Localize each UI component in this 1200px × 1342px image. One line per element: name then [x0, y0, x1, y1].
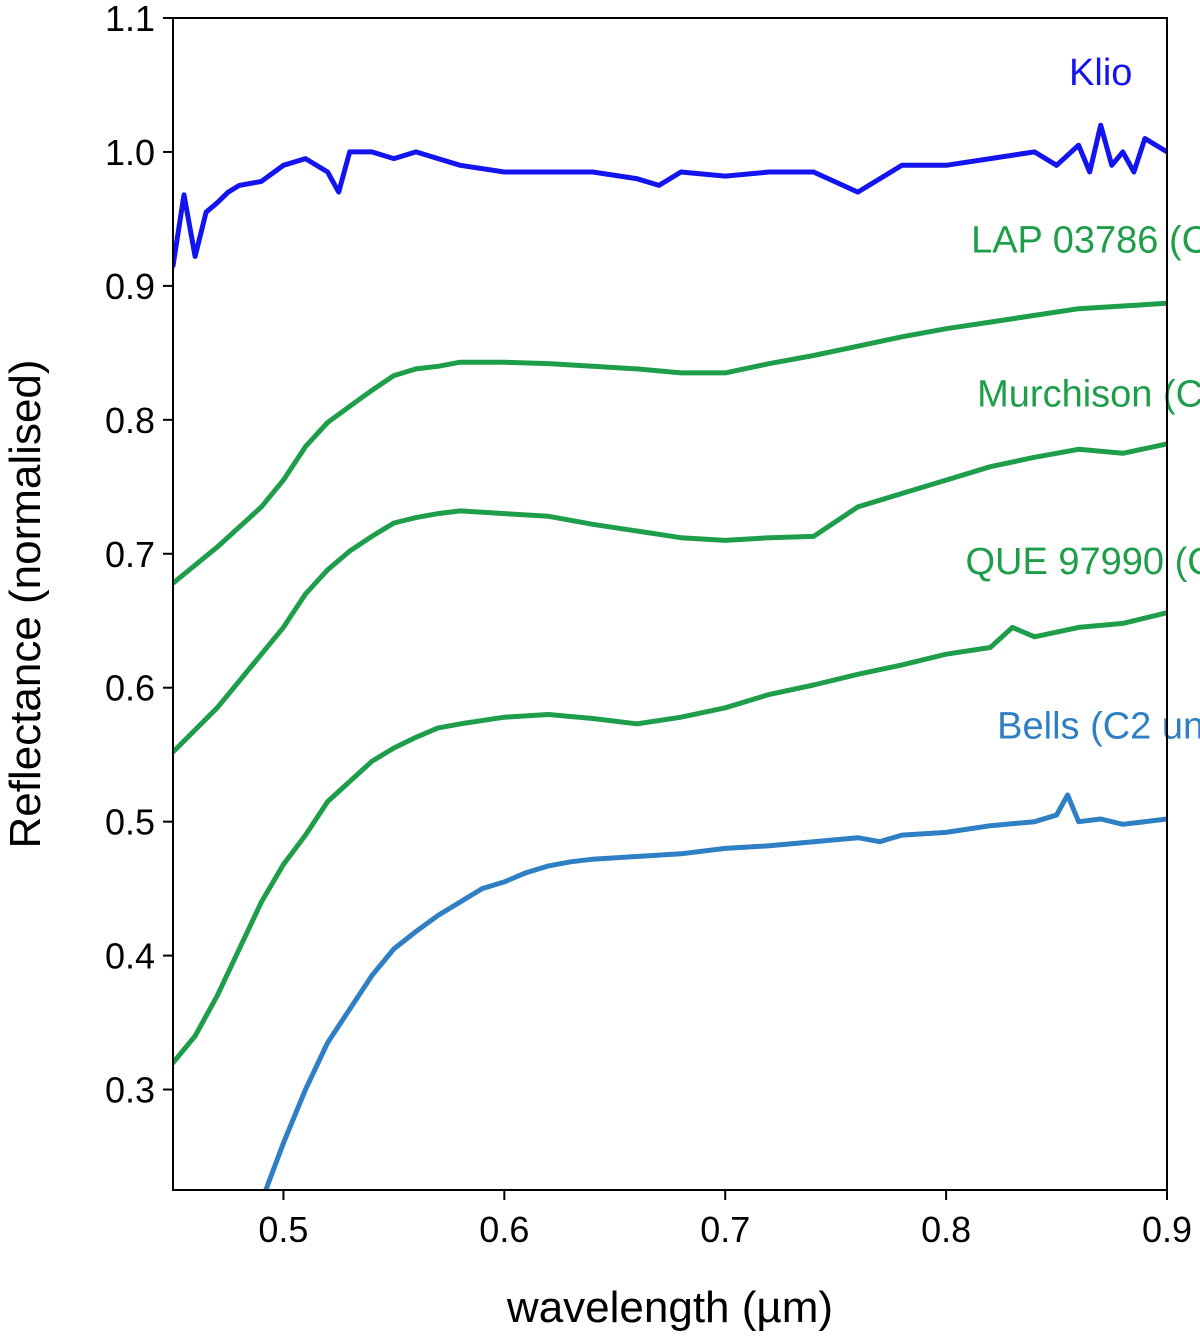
y-tick-label: 0.6	[105, 668, 155, 709]
series-layer	[173, 122, 1167, 1190]
y-tick-label: 0.5	[105, 802, 155, 843]
x-tick-label: 0.9	[1142, 1209, 1192, 1250]
x-tick-label: 0.8	[921, 1209, 971, 1250]
series-line-lap-03786-cm2	[173, 300, 1167, 586]
series-line-bells-c2-ung	[263, 792, 1167, 1190]
y-tick-label: 1.0	[105, 132, 155, 173]
x-tick-label: 0.6	[479, 1209, 529, 1250]
y-axis-label: Reflectance (normalised)	[1, 359, 50, 848]
y-tick-label: 0.8	[105, 400, 155, 441]
series-label-lap-03786-cm2: LAP 03786 (CM2)	[971, 219, 1200, 261]
series-label-bells-c2-ung: Bells (C2 ung.)	[997, 706, 1200, 748]
series-label-que-97990-cm2: QUE 97990 (CM2)	[965, 541, 1200, 583]
x-tick-label: 0.5	[258, 1209, 308, 1250]
x-axis-label: wavelength (µm)	[506, 1283, 833, 1332]
series-line-que-97990-cm2	[173, 610, 1167, 1066]
y-tick-label: 0.4	[105, 936, 155, 977]
series-label-murchison-cm2: Murchison (CM2)	[977, 373, 1200, 415]
y-tick-label: 0.3	[105, 1070, 155, 1111]
y-tick-label: 1.1	[105, 0, 155, 39]
y-tick-label: 0.7	[105, 534, 155, 575]
series-line-klio	[173, 122, 1167, 269]
series-label-klio: Klio	[1069, 52, 1132, 94]
x-tick-label: 0.7	[700, 1209, 750, 1250]
series-line-murchison-cm2	[173, 441, 1167, 755]
y-tick-label: 0.9	[105, 266, 155, 307]
y-axis: 0.3 0.4 0.5 0.6 0.7 0.8 0.9 1.0 1.1	[105, 0, 173, 1111]
x-axis: 0.5 0.6 0.7 0.8 0.9	[258, 1190, 1192, 1250]
plot-frame	[172, 17, 1168, 1191]
